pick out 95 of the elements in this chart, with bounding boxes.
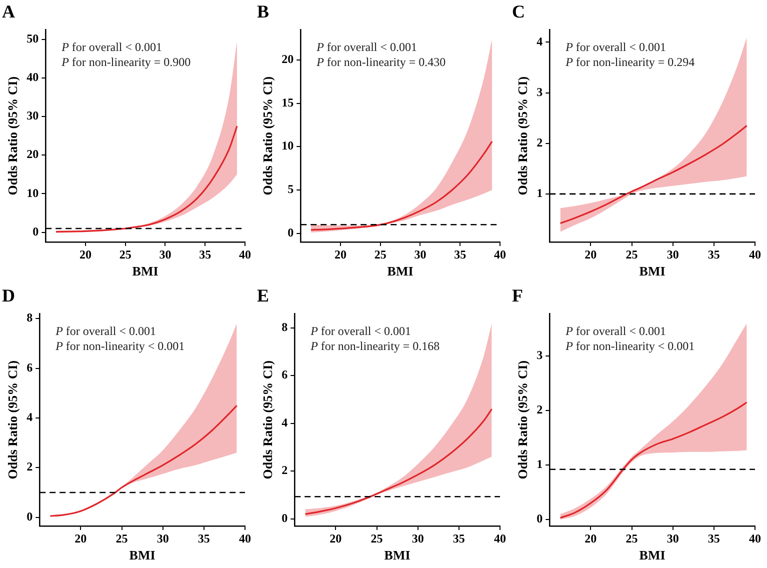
x-tick-label: 40 [494, 531, 506, 546]
x-tick-label: 20 [584, 247, 597, 262]
y-tick-label: 4 [536, 34, 543, 48]
annotation: P for overall < 0.001 [316, 40, 418, 54]
x-axis-title: BMI [132, 264, 158, 279]
chart-title: B [257, 1, 270, 22]
chart-title: F [512, 285, 523, 306]
x-tick-label: 40 [239, 531, 251, 546]
line-series [55, 125, 238, 233]
x-tick-label: 25 [374, 247, 386, 262]
x-tick-label: 35 [199, 247, 212, 262]
chart-title: A [2, 1, 15, 22]
y-tick-label: 20 [26, 147, 39, 162]
annotation: P for non-linearity = 0.900 [60, 54, 191, 69]
y-tick-label: 0 [288, 225, 294, 240]
x-tick-label: 30 [412, 531, 424, 546]
y-tick-label: 2 [26, 460, 33, 474]
y-tick-label: 3 [536, 348, 543, 362]
x-tick-label: 35 [198, 531, 210, 546]
x-tick-label: 35 [454, 247, 466, 262]
x-tick-label: 25 [116, 531, 128, 546]
x-tick-label: 30 [666, 247, 679, 262]
y-tick-label: 4 [26, 410, 33, 424]
y-tick-label: 1 [536, 457, 543, 472]
x-tick-label: 35 [708, 531, 720, 546]
x-tick-label: 25 [119, 247, 132, 262]
y-tick-label: 1 [536, 186, 543, 200]
y-tick-label: 8 [282, 320, 288, 334]
x-tick-label: 20 [74, 531, 87, 546]
y-tick-label: 8 [26, 310, 33, 325]
annotation: P for non-linearity = 0.168 [310, 338, 440, 353]
y-tick-label: 0 [26, 509, 33, 524]
annotation: P for non-linearity = 0.430 [316, 54, 446, 69]
x-tick-label: 25 [626, 531, 638, 546]
y-tick-label: 40 [26, 70, 39, 84]
y-tick-label: 3 [536, 84, 543, 99]
annotation: P for overall < 0.001 [60, 40, 162, 54]
x-tick-label: 30 [159, 247, 172, 262]
annotation: P for overall < 0.001 [310, 324, 412, 338]
y-tick-label: 10 [282, 138, 294, 153]
y-tick-label: 0 [282, 510, 288, 525]
y-axis-title: Odds Ratio (95% CI) [5, 76, 20, 196]
y-axis-title: Odds Ratio (95% CI) [5, 360, 20, 480]
y-tick-label: 6 [282, 368, 288, 382]
y-tick-label: 50 [26, 31, 39, 46]
x-tick-label: 20 [79, 247, 92, 262]
y-tick-label: 30 [26, 108, 39, 123]
x-tick-label: 25 [370, 531, 383, 546]
y-tick-label: 5 [288, 182, 294, 196]
x-tick-label: 30 [414, 247, 426, 262]
x-tick-label: 35 [708, 247, 720, 262]
x-axis-title: BMI [129, 548, 156, 563]
y-tick-label: 0 [536, 512, 543, 526]
y-axis-title: Odds Ratio (95% CI) [260, 76, 276, 196]
x-tick-label: 30 [666, 531, 679, 546]
x-tick-label: 30 [156, 531, 169, 546]
annotation: P for overall < 0.001 [54, 324, 156, 338]
x-tick-label: 40 [749, 531, 761, 546]
x-axis-title: BMI [384, 548, 410, 563]
x-axis-title: BMI [387, 264, 414, 279]
line-series [304, 408, 493, 515]
x-tick-label: 40 [494, 247, 506, 262]
y-tick-label: 0 [32, 224, 39, 238]
chart-title: E [257, 285, 270, 306]
line-series [559, 402, 748, 519]
x-axis-title: BMI [639, 548, 666, 563]
y-tick-label: 4 [282, 415, 288, 430]
x-tick-label: 40 [749, 247, 761, 262]
annotation: P for non-linearity = 0.294 [564, 54, 695, 69]
y-tick-label: 20 [282, 52, 294, 66]
y-tick-label: 2 [536, 135, 543, 150]
y-axis-title: Odds Ratio (95% CI) [515, 360, 530, 480]
x-tick-label: 20 [584, 531, 597, 546]
chart-title: C [512, 1, 525, 22]
annotation: P for non-linearity < 0.001 [564, 338, 695, 353]
y-tick-label: 15 [282, 95, 294, 110]
x-tick-label: 25 [626, 247, 638, 262]
x-tick-label: 35 [452, 531, 465, 546]
y-tick-label: 2 [282, 463, 288, 478]
y-axis-title: Odds Ratio (95% CI) [515, 76, 530, 196]
y-tick-label: 6 [26, 360, 33, 374]
x-tick-label: 20 [334, 247, 346, 262]
x-axis-title: BMI [639, 264, 666, 279]
y-tick-label: 10 [26, 186, 39, 200]
line-series [559, 124, 748, 224]
line-series [310, 140, 493, 231]
annotation: P for overall < 0.001 [564, 324, 666, 338]
chart-title: D [2, 285, 15, 306]
annotation: P for overall < 0.001 [564, 40, 666, 54]
y-tick-label: 2 [536, 402, 543, 417]
x-tick-label: 40 [239, 247, 251, 262]
annotation: P for non-linearity < 0.001 [54, 338, 185, 353]
x-tick-label: 20 [330, 531, 342, 546]
y-axis-title: Odds Ratio (95% CI) [260, 360, 276, 480]
line-series [49, 404, 238, 517]
